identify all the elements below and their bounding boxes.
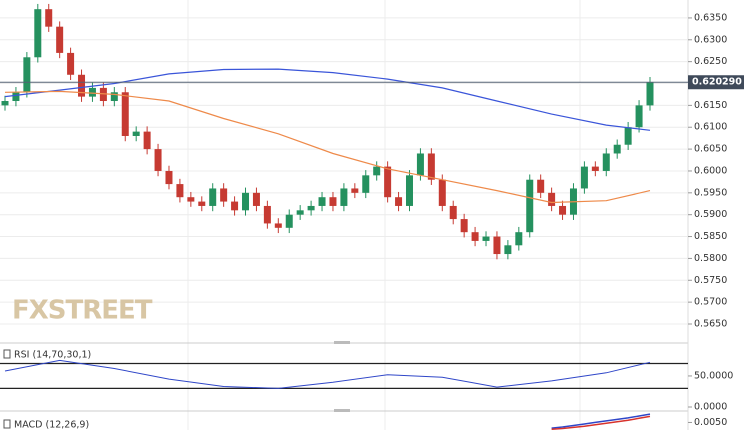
candle-body	[88, 87, 96, 97]
candle-body	[209, 188, 217, 206]
candle-body	[405, 175, 413, 206]
y-tick-label: 0.6250	[694, 56, 727, 67]
last-price-box	[688, 75, 744, 90]
macd-title: MACD (12,26,9)	[14, 420, 89, 430]
y-tick-label: 0.0050	[694, 417, 727, 428]
candle-body	[99, 87, 107, 102]
candle-body	[591, 166, 599, 171]
y-tick-label: 0.5800	[694, 253, 727, 264]
macd-line	[551, 413, 651, 429]
y-tick-label: 0.5650	[694, 319, 727, 330]
candle-body	[143, 131, 151, 150]
candle-body	[318, 197, 326, 206]
resize-handle[interactable]	[334, 409, 350, 412]
candle-body	[471, 232, 479, 241]
candle-body	[263, 205, 271, 224]
candle-body	[78, 74, 86, 97]
candle-body	[537, 179, 545, 193]
candle-body	[231, 201, 239, 211]
y-tick-label: 0.6000	[694, 165, 727, 176]
moving-average	[4, 68, 651, 131]
candle-body	[340, 188, 348, 206]
candle-body	[482, 236, 490, 241]
candle-body	[1, 101, 9, 106]
candle-body	[12, 92, 20, 102]
candle-body	[132, 131, 140, 136]
indicator-icon[interactable]	[3, 349, 11, 359]
y-tick-label: 0.6350	[694, 12, 727, 23]
candle-body	[449, 205, 457, 220]
watermark: FXSTREET	[12, 296, 153, 326]
candle-body	[23, 57, 31, 93]
candle-body	[526, 179, 534, 233]
candle-body	[384, 166, 392, 198]
macd-line	[551, 415, 651, 430]
resize-handle[interactable]	[334, 341, 350, 344]
candle-body	[427, 153, 435, 180]
indicator-icon[interactable]	[3, 419, 11, 429]
y-tick-label: 50.0000	[694, 370, 733, 381]
candle-body	[362, 175, 370, 193]
rsi-title: RSI (14,70,30,1)	[14, 350, 91, 361]
candle-body	[198, 201, 206, 206]
y-tick-label: 0.0000	[694, 402, 727, 413]
candle-body	[154, 149, 162, 171]
candle-body	[121, 92, 129, 136]
candle-body	[285, 214, 293, 228]
candle-body	[242, 192, 250, 211]
candle-body	[274, 223, 282, 228]
candle-body	[515, 232, 523, 246]
y-tick-label: 0.6300	[694, 34, 727, 45]
candle-body	[373, 166, 381, 176]
y-tick-label: 0.6050	[694, 144, 727, 155]
y-tick-label: 0.6100	[694, 122, 727, 133]
candle-body	[351, 188, 359, 193]
candle-body	[110, 92, 118, 102]
candle-body	[67, 52, 75, 75]
y-tick-label: 0.6150	[694, 100, 727, 111]
candle-body	[602, 153, 610, 171]
candle-body	[646, 82, 654, 106]
candle-body	[220, 188, 228, 202]
candle-body	[296, 210, 304, 215]
candle-body	[176, 184, 184, 198]
last-price-label: 0.620290	[692, 77, 742, 88]
y-tick-label: 0.5900	[694, 209, 727, 220]
candle-body	[548, 192, 556, 206]
y-tick-label: 0.5700	[694, 297, 727, 308]
y-tick-label: 0.5750	[694, 275, 727, 286]
candle-body	[635, 105, 643, 128]
candle-body	[252, 192, 260, 206]
candle-body	[493, 236, 501, 255]
candle-body	[45, 9, 53, 27]
candle-body	[165, 170, 173, 185]
candle-body	[56, 26, 64, 53]
candle-body	[329, 197, 337, 206]
candle-body	[580, 166, 588, 189]
candle-body	[34, 9, 42, 58]
candle-body	[624, 127, 632, 145]
candle-body	[504, 245, 512, 255]
moving-average	[4, 90, 651, 204]
candle-body	[416, 153, 424, 176]
rsi-line	[4, 359, 651, 389]
candle-body	[187, 197, 195, 202]
y-tick-label: 0.5950	[694, 187, 727, 198]
candle-body	[559, 205, 567, 215]
candle-body	[438, 179, 446, 206]
candle-body	[307, 205, 315, 211]
candle-body	[460, 219, 468, 233]
y-tick-label: 0.5850	[694, 231, 727, 242]
candle-body	[613, 144, 621, 154]
candle-body	[395, 197, 403, 206]
